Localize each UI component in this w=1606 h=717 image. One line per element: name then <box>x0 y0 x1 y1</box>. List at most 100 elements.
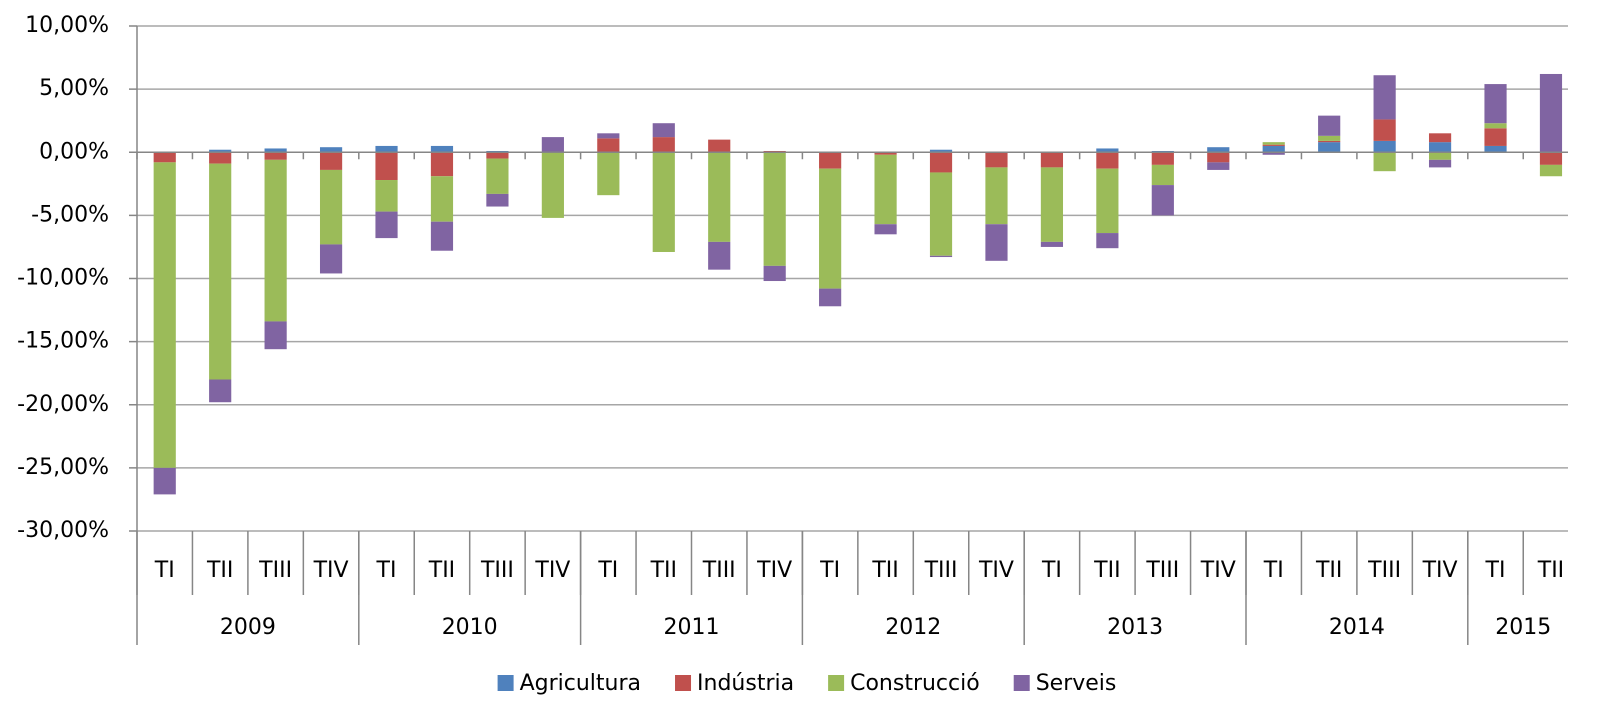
bar <box>597 133 620 139</box>
bar <box>1539 152 1563 165</box>
bar <box>153 162 176 468</box>
y-tick-label: 5,00% <box>39 76 109 101</box>
bar <box>708 152 731 242</box>
bar <box>985 224 1008 261</box>
bar <box>1318 140 1341 143</box>
y-tick-label: -15,00% <box>17 329 109 354</box>
bar <box>1428 142 1452 153</box>
x-tick-label: TIV <box>978 558 1014 583</box>
bar <box>874 154 897 225</box>
bar <box>874 224 897 235</box>
x-tick-label: TI <box>1485 558 1506 583</box>
bar <box>1484 84 1507 124</box>
y-tick-label: -20,00% <box>17 392 109 417</box>
legend-swatch <box>828 675 845 691</box>
bar <box>1151 185 1174 216</box>
legend-label: Indústria <box>697 671 794 696</box>
bar <box>1262 145 1285 153</box>
bar <box>1484 128 1507 146</box>
group-label: 2015 <box>1495 615 1551 640</box>
bar <box>652 123 675 138</box>
bar <box>652 137 675 153</box>
x-tick-label: TII <box>871 558 898 583</box>
bar <box>874 152 897 155</box>
bar <box>1539 73 1563 153</box>
bar <box>153 152 176 163</box>
x-tick-label: TIII <box>480 558 514 583</box>
x-tick-label: TII <box>1537 558 1564 583</box>
x-tick-label: TI <box>154 558 175 583</box>
bar <box>1318 142 1341 153</box>
bar <box>209 152 232 164</box>
bar <box>985 167 1008 225</box>
bar <box>1484 123 1507 129</box>
legend-label: Serveis <box>1036 671 1117 696</box>
x-tick-label: TIII <box>258 558 292 583</box>
x-tick-label: TIV <box>313 558 349 583</box>
x-tick-label: TII <box>1315 558 1342 583</box>
bar <box>1151 164 1174 186</box>
bar <box>1040 167 1064 242</box>
x-tick-label: TIII <box>702 558 736 583</box>
bar <box>929 255 953 258</box>
bar <box>264 159 287 322</box>
bar <box>1096 233 1119 249</box>
bar <box>319 244 343 274</box>
bar <box>819 168 842 289</box>
bar <box>375 211 398 239</box>
bar <box>1207 152 1230 163</box>
legend-swatch <box>675 675 692 691</box>
legend-swatch <box>1013 675 1030 691</box>
legend-swatch <box>497 675 514 691</box>
bar <box>319 152 343 170</box>
bar <box>1207 147 1230 153</box>
bar <box>1096 148 1119 153</box>
bar <box>1040 152 1064 168</box>
bar <box>486 152 509 159</box>
group-label: 2012 <box>885 615 941 640</box>
group-label: 2010 <box>442 615 498 640</box>
bar <box>430 145 454 153</box>
bar <box>1318 115 1341 136</box>
bar <box>763 265 786 282</box>
bar <box>1428 159 1452 168</box>
bar <box>1373 140 1396 153</box>
bar <box>1207 162 1230 170</box>
group-label: 2011 <box>664 615 720 640</box>
x-tick-label: TIII <box>1367 558 1401 583</box>
y-tick-label: -5,00% <box>31 202 109 227</box>
x-tick-label: TI <box>376 558 397 583</box>
bar <box>1484 145 1507 153</box>
bar <box>1373 75 1396 120</box>
bar <box>1262 144 1285 146</box>
bar <box>264 321 287 350</box>
y-tick-label: 10,00% <box>25 13 109 38</box>
x-tick-label: TI <box>1041 558 1062 583</box>
group-label: 2009 <box>220 615 276 640</box>
bar <box>1318 135 1341 141</box>
bar <box>1373 152 1396 172</box>
bar <box>375 180 398 212</box>
x-tick-label: TII <box>206 558 233 583</box>
bar <box>486 158 509 194</box>
bar <box>1151 152 1174 165</box>
chart: -30,00% -25,00% -20,00% -15,00% -10,00% -5,00… <box>17 13 1580 696</box>
x-tick-label: TIII <box>924 558 958 583</box>
x-tick-label: TI <box>1263 558 1284 583</box>
bar <box>929 172 953 256</box>
x-tick-label: TII <box>650 558 677 583</box>
x-tick-label: TI <box>597 558 618 583</box>
bar <box>1539 164 1563 177</box>
bar <box>819 288 842 307</box>
bar <box>209 149 232 153</box>
bar <box>1040 241 1064 247</box>
bar <box>597 138 620 153</box>
bar <box>541 137 564 153</box>
y-tick-label: -25,00% <box>17 455 109 480</box>
x-tick-label: TIV <box>1422 558 1458 583</box>
y-tick-label: 0,00% <box>39 139 109 164</box>
bar <box>264 152 287 160</box>
bar <box>929 149 953 153</box>
bar <box>209 163 232 380</box>
bar <box>153 467 176 495</box>
